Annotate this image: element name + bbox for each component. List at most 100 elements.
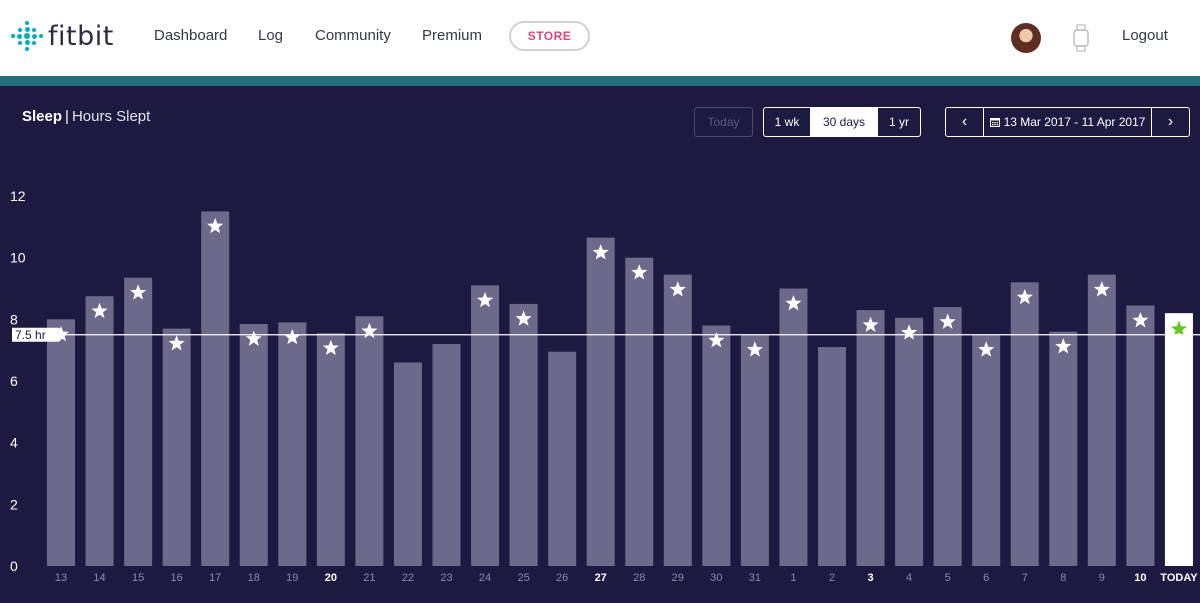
bar[interactable] — [586, 237, 615, 566]
bar[interactable] — [625, 257, 654, 566]
x-tick-label: 8 — [1060, 572, 1066, 584]
today-button[interactable]: Today — [694, 107, 753, 137]
bar[interactable] — [393, 362, 422, 567]
x-tick-label: 18 — [248, 572, 260, 584]
x-tick-label: 21 — [363, 572, 375, 584]
goal-star-icon — [1170, 320, 1188, 337]
goal-star-icon — [1055, 338, 1072, 354]
x-tick-label: 1 — [790, 572, 796, 584]
bar[interactable] — [432, 344, 461, 566]
y-tick-label: 4 — [10, 435, 18, 451]
avatar[interactable] — [1011, 23, 1041, 53]
nav-dashboard[interactable]: Dashboard — [154, 27, 228, 44]
x-tick-label: 16 — [171, 572, 183, 584]
y-tick-label: 10 — [10, 250, 26, 266]
page-title: Sleep | Hours Slept — [22, 108, 151, 125]
bar[interactable] — [895, 317, 924, 566]
goal-star-icon — [1132, 311, 1149, 328]
fitbit-logo-icon — [10, 19, 44, 53]
range-1wk[interactable]: 1 wk — [774, 115, 800, 129]
bar[interactable] — [933, 307, 962, 566]
x-tick-label: 13 — [55, 572, 67, 584]
goal-star-icon — [130, 284, 147, 300]
bar[interactable] — [509, 303, 538, 566]
top-nav: fitbit Dashboard Log Community Premium S… — [0, 0, 1200, 76]
goal-star-icon — [901, 324, 918, 340]
date-navigator: ‹ 13 Mar 2017 - 11 Apr 2017 › — [945, 107, 1190, 137]
bar[interactable] — [1087, 274, 1116, 566]
bar[interactable] — [1049, 331, 1078, 566]
nav-community[interactable]: Community — [315, 27, 391, 44]
x-tick-label: TODAY — [1160, 572, 1198, 584]
bar[interactable] — [316, 333, 345, 566]
x-tick-label: 10 — [1134, 572, 1146, 584]
x-tick-label: 6 — [983, 572, 989, 584]
bar-today[interactable] — [1164, 313, 1193, 566]
bar[interactable] — [1126, 305, 1155, 566]
x-tick-label: 5 — [945, 572, 951, 584]
range-30days[interactable]: 30 days — [810, 108, 878, 136]
goal-star-icon — [746, 341, 763, 357]
goal-star-icon — [631, 264, 648, 280]
goal-label: 7.5 hr — [15, 328, 46, 342]
bar[interactable] — [278, 322, 307, 566]
nav-premium[interactable]: Premium — [422, 27, 483, 44]
y-tick-label: 6 — [10, 373, 18, 389]
nav-log[interactable]: Log — [258, 27, 284, 44]
x-tick-label: 31 — [749, 572, 761, 584]
x-tick-label: 23 — [440, 572, 452, 584]
bar[interactable] — [85, 296, 114, 566]
bar[interactable] — [702, 325, 731, 567]
bar[interactable] — [818, 347, 846, 566]
x-tick-label: 24 — [479, 572, 491, 584]
watch-icon[interactable] — [1072, 24, 1090, 52]
bar[interactable] — [162, 328, 191, 566]
bar[interactable] — [972, 334, 1001, 566]
bar[interactable] — [47, 319, 75, 566]
date-range-button[interactable]: 13 Mar 2017 - 11 Apr 2017 — [983, 108, 1152, 136]
bar[interactable] — [201, 211, 230, 566]
goal-star-icon — [361, 322, 378, 339]
goal-star-icon — [1016, 288, 1033, 305]
goal-star-icon — [592, 244, 609, 260]
bar[interactable] — [124, 277, 153, 566]
goal-star-icon — [862, 316, 879, 332]
x-tick-label: 15 — [132, 572, 144, 584]
goal-star-icon — [669, 281, 686, 297]
chevron-left-icon[interactable]: ‹ — [961, 113, 968, 130]
bar[interactable] — [663, 274, 692, 566]
bar[interactable] — [355, 316, 384, 566]
bar[interactable] — [740, 334, 769, 566]
range-1yr[interactable]: 1 yr — [888, 115, 909, 129]
x-tick-label: 9 — [1099, 572, 1105, 584]
goal-star-icon — [284, 328, 301, 345]
x-tick-label: 7 — [1022, 572, 1028, 584]
chevron-right-icon[interactable]: › — [1167, 113, 1174, 130]
bar[interactable] — [471, 285, 500, 566]
goal-tag — [12, 327, 66, 342]
fitbit-logo[interactable]: fitbit — [10, 16, 114, 56]
goal-star-icon — [168, 335, 185, 351]
x-tick-label: 26 — [556, 572, 568, 584]
x-tick-label: 20 — [325, 572, 337, 584]
logo-text: fitbit — [48, 20, 114, 52]
x-tick-label: 27 — [595, 572, 607, 584]
y-tick-label: 2 — [10, 496, 18, 512]
goal-star-icon — [978, 341, 995, 357]
bar[interactable] — [1010, 282, 1039, 566]
goal-star-icon — [939, 313, 956, 329]
bar[interactable] — [779, 288, 808, 567]
x-tick-label: 30 — [710, 572, 722, 584]
bar[interactable] — [239, 323, 268, 566]
logout-link[interactable]: Logout — [1122, 27, 1168, 44]
x-tick-label: 28 — [633, 572, 645, 584]
bar[interactable] — [548, 351, 577, 566]
x-tick-label: 29 — [672, 572, 684, 584]
bar[interactable] — [856, 310, 885, 566]
accent-bar — [0, 76, 1200, 86]
y-tick-label: 12 — [10, 188, 26, 204]
goal-star-icon — [245, 330, 262, 346]
y-tick-label: 0 — [10, 558, 18, 574]
store-button[interactable]: STORE — [509, 21, 590, 51]
